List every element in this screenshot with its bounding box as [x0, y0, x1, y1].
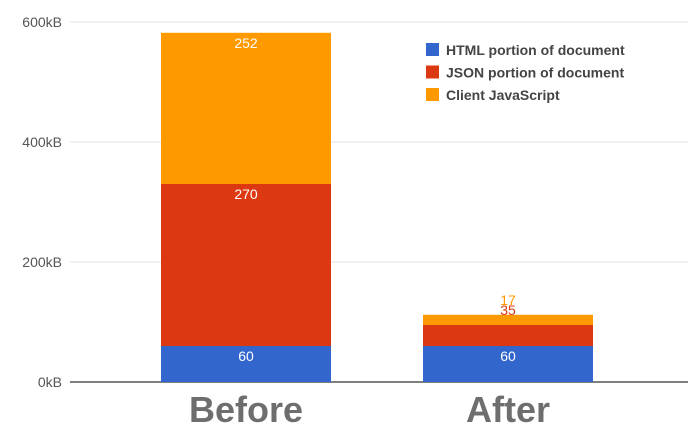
category-label-before: Before — [189, 389, 303, 429]
legend-swatch — [426, 43, 439, 56]
legend-swatch — [426, 65, 439, 79]
legend: HTML portion of document JSON portion of … — [426, 42, 625, 103]
y-tick-label: 0kB — [38, 374, 62, 390]
data-label: 270 — [234, 186, 258, 202]
bar-segment-before-series-1 — [161, 346, 331, 382]
bars — [161, 32, 593, 382]
bar-segment-before-series-2 — [161, 184, 331, 346]
category-labels: Before After — [189, 389, 550, 429]
data-label: 17 — [500, 292, 516, 308]
legend-swatch — [426, 88, 439, 101]
y-tick-label: 400kB — [22, 134, 62, 150]
bar-segment-after-series-3 — [423, 314, 593, 325]
data-label: 252 — [234, 35, 258, 51]
legend-entry: HTML portion of document — [446, 42, 625, 58]
y-tick-label: 600kB — [22, 14, 62, 30]
legend-entry: Client JavaScript — [446, 87, 560, 103]
bar-segment-before-series-3 — [161, 32, 331, 184]
y-tick-label: 200kB — [22, 254, 62, 270]
data-label: 60 — [238, 348, 254, 364]
data-label: 35 — [500, 302, 516, 318]
data-label: 60 — [500, 348, 516, 364]
legend-entry: JSON portion of document — [446, 65, 624, 81]
bar-segment-after-series-1 — [423, 346, 593, 382]
category-label-after: After — [466, 389, 550, 429]
y-axis-tick-labels: 0kB 200kB 400kB 600kB — [22, 14, 62, 390]
bar-segment-after-series-2 — [423, 325, 593, 346]
